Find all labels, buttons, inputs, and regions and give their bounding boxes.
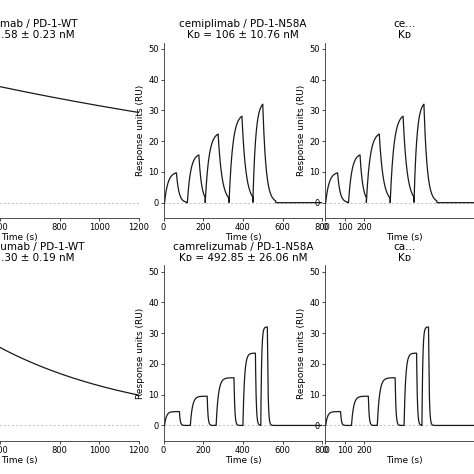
Y-axis label: Response units (RU): Response units (RU) [136, 308, 145, 399]
Title: cemiplimab / PD-1-WT
Kᴅ = 1.58 ± 0.23 nM: cemiplimab / PD-1-WT Kᴅ = 1.58 ± 0.23 nM [0, 19, 78, 40]
X-axis label: Time (s): Time (s) [225, 233, 261, 242]
X-axis label: Time (s): Time (s) [1, 456, 38, 465]
X-axis label: Time (s): Time (s) [386, 233, 422, 242]
Title: ca...
Kᴅ: ca... Kᴅ [393, 242, 415, 263]
X-axis label: Time (s): Time (s) [225, 456, 261, 465]
Title: camrelizumab / PD-1-WT
Kᴅ = 1.30 ± 0.19 nM: camrelizumab / PD-1-WT Kᴅ = 1.30 ± 0.19 … [0, 242, 84, 263]
Title: cemiplimab / PD-1-N58A
Kᴅ = 106 ± 10.76 nM: cemiplimab / PD-1-N58A Kᴅ = 106 ± 10.76 … [179, 19, 307, 40]
Title: ce...
Kᴅ: ce... Kᴅ [393, 19, 415, 40]
Y-axis label: Response units (RU): Response units (RU) [297, 85, 306, 176]
Title: camrelizumab / PD-1-N58A
Kᴅ = 492.85 ± 26.06 nM: camrelizumab / PD-1-N58A Kᴅ = 492.85 ± 2… [173, 242, 313, 263]
X-axis label: Time (s): Time (s) [386, 456, 422, 465]
Y-axis label: Response units (RU): Response units (RU) [136, 85, 145, 176]
Y-axis label: Response units (RU): Response units (RU) [297, 308, 306, 399]
X-axis label: Time (s): Time (s) [1, 233, 38, 242]
